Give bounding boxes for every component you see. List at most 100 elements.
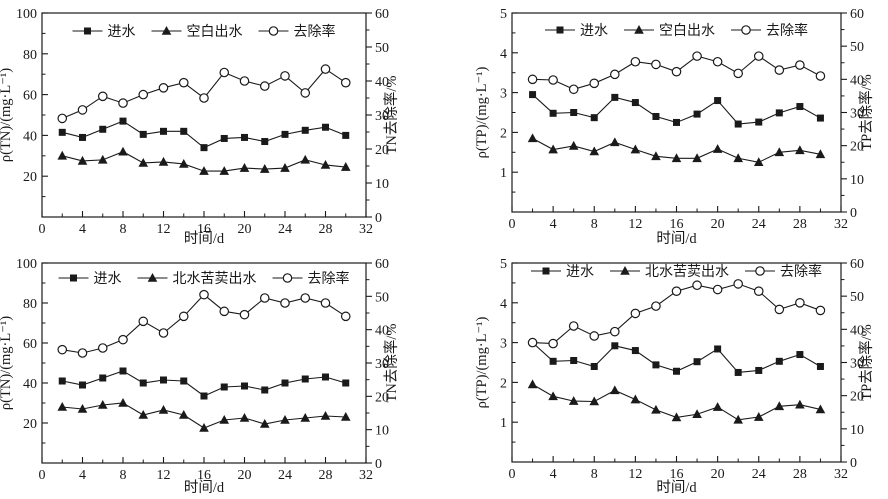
left-tick-label: 40 bbox=[23, 377, 37, 392]
blank-effluent-marker bbox=[97, 154, 108, 164]
x-tick-label: 0 bbox=[509, 217, 516, 232]
legend-label-veronica-effluent: 北水苦荬出水 bbox=[173, 271, 257, 287]
x-tick-label: 4 bbox=[550, 467, 557, 482]
legend: 进水 空白出水 去除率 bbox=[545, 22, 808, 39]
right-tick-label: 50 bbox=[850, 290, 864, 305]
blank-effluent-marker bbox=[178, 158, 189, 168]
x-tick-label: 4 bbox=[550, 217, 557, 232]
x-axis-label: 时间/d bbox=[184, 479, 225, 496]
removal-rate-marker bbox=[548, 338, 558, 349]
influent-marker bbox=[816, 114, 824, 122]
influent-marker bbox=[139, 379, 147, 387]
left-tick-label: 20 bbox=[23, 417, 37, 432]
right-tick-label: 50 bbox=[375, 41, 389, 56]
influent-marker bbox=[342, 379, 350, 387]
x-tick-label: 8 bbox=[591, 467, 598, 482]
blank-effluent-marker bbox=[795, 145, 805, 155]
legend-marker-influent bbox=[542, 267, 550, 275]
removal-rate-marker bbox=[259, 293, 270, 303]
removal-rate-marker bbox=[97, 91, 108, 102]
left-axis-label: ρ(TP)/(mg·L⁻¹) bbox=[474, 316, 490, 408]
removal-rate-marker bbox=[340, 311, 351, 322]
right-tick-label: 0 bbox=[375, 457, 382, 472]
removal-rate-marker bbox=[280, 71, 290, 81]
x-tick-label: 32 bbox=[834, 467, 848, 482]
removal-rate-marker bbox=[527, 74, 538, 85]
blank-effluent-marker bbox=[610, 137, 620, 147]
x-tick-label: 24 bbox=[752, 467, 766, 482]
veronica-effluent-marker bbox=[178, 410, 189, 419]
influent-marker bbox=[631, 347, 639, 355]
veronica-effluent-marker bbox=[712, 402, 723, 411]
veronica-effluent-marker bbox=[280, 415, 290, 424]
removal-rate-marker bbox=[815, 305, 826, 316]
x-tick-label: 28 bbox=[793, 217, 807, 232]
removal-rate-marker bbox=[57, 344, 68, 355]
right-tick-label: 40 bbox=[850, 73, 864, 88]
veronica-effluent-marker bbox=[568, 396, 579, 405]
legend-label-removal-rate: 去除率 bbox=[780, 263, 822, 280]
x-tick-label: 20 bbox=[711, 467, 725, 482]
blank-effluent-marker bbox=[774, 147, 785, 157]
veronica-effluent-marker bbox=[340, 412, 351, 421]
right-tick-label: 10 bbox=[375, 177, 389, 192]
influent-marker bbox=[775, 109, 783, 117]
influent-marker bbox=[673, 118, 680, 126]
right-tick-label: 60 bbox=[850, 257, 864, 272]
removal-rate-marker bbox=[118, 98, 128, 108]
influent-marker bbox=[529, 91, 537, 99]
x-tick-label: 4 bbox=[79, 222, 86, 237]
veronica-effluent-marker bbox=[671, 412, 682, 422]
removal-rate-marker bbox=[97, 343, 108, 353]
influent-marker bbox=[714, 345, 722, 353]
influent-marker bbox=[549, 109, 557, 117]
legend-marker-removal-rate bbox=[741, 25, 751, 35]
influent-marker bbox=[796, 351, 804, 359]
right-tick-label: 20 bbox=[375, 390, 389, 405]
left-tick-label: 5 bbox=[500, 7, 507, 22]
influent-marker bbox=[281, 379, 289, 387]
veronica-effluent-marker bbox=[199, 423, 209, 432]
influent-marker bbox=[673, 367, 680, 375]
x-tick-label: 16 bbox=[197, 222, 211, 237]
removal-rate-marker bbox=[138, 89, 149, 100]
removal-rate-marker bbox=[795, 297, 805, 308]
right-tick-label: 30 bbox=[375, 357, 389, 372]
x-tick-label: 0 bbox=[509, 467, 516, 482]
blank-effluent-marker bbox=[733, 153, 743, 163]
left-tick-label: 40 bbox=[23, 129, 37, 144]
veronica-effluent-marker bbox=[320, 411, 331, 420]
veronica-effluent-marker bbox=[610, 385, 620, 395]
removal-rate-marker bbox=[610, 326, 620, 337]
blank-effluent-marker bbox=[548, 144, 558, 154]
legend-label-influent: 进水 bbox=[108, 24, 136, 40]
legend-label-veronica-effluent: 北水苦荬出水 bbox=[645, 264, 729, 280]
removal-rate-marker bbox=[199, 289, 209, 300]
removal-rate-marker bbox=[671, 66, 682, 77]
left-axis-label: ρ(TN)/(mg·L⁻¹) bbox=[0, 68, 14, 162]
veronica-effluent-marker bbox=[774, 401, 785, 411]
blank-effluent-marker bbox=[568, 140, 579, 150]
right-tick-label: 0 bbox=[375, 211, 382, 226]
veronica-effluent-marker bbox=[815, 404, 826, 414]
influent-marker bbox=[261, 386, 269, 394]
right-axis-label: TP去除率/% bbox=[858, 74, 875, 151]
right-tick-label: 30 bbox=[850, 107, 864, 122]
right-tick-label: 10 bbox=[850, 173, 864, 188]
chart-tp-veronica-effluent: 0 4 8 12 16 20 24 28 32 1 2 3 4 5 0 10 20 30 40 50 60 时间/d ρ(T… bbox=[444, 250, 888, 499]
left-tick-label: 60 bbox=[23, 337, 37, 352]
removal-rate-marker bbox=[589, 78, 600, 89]
blank-effluent-marker bbox=[57, 150, 68, 160]
blank-effluent-marker bbox=[630, 144, 641, 154]
legend-marker-blank-effluent bbox=[161, 26, 172, 35]
chart-tn-veronica-effluent: 0 4 8 12 16 20 24 28 32 20 40 60 80 100 0 10 20 30 40 50 60 时… bbox=[0, 250, 444, 499]
x-axis-label: 时间/d bbox=[184, 230, 225, 247]
left-tick-label: 20 bbox=[23, 170, 37, 185]
removal-rate-marker bbox=[651, 59, 661, 70]
influent-marker bbox=[160, 376, 167, 384]
removal-rate-marker bbox=[753, 51, 764, 61]
blank-effluent-marker bbox=[589, 146, 600, 156]
removal-rate-marker bbox=[300, 88, 311, 98]
left-tick-label: 100 bbox=[16, 7, 37, 22]
right-tick-label: 30 bbox=[375, 109, 389, 124]
